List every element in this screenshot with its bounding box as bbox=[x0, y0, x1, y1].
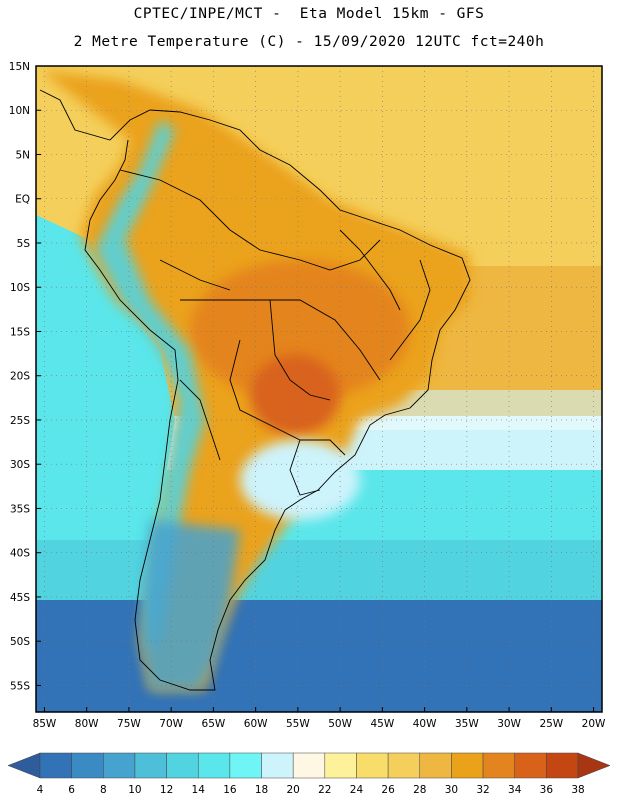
lat-tick-label: 35S bbox=[10, 503, 30, 515]
lon-tick-label: 50W bbox=[328, 718, 352, 730]
lat-tick-label: 30S bbox=[10, 459, 30, 471]
lat-tick-label: 5N bbox=[15, 149, 30, 161]
colorbar-label: 20 bbox=[286, 784, 299, 796]
lat-tick-label: 5S bbox=[17, 238, 31, 250]
colorbar-box bbox=[324, 752, 357, 779]
colorbar-box bbox=[482, 752, 515, 779]
colorbar-label: 4 bbox=[37, 784, 44, 796]
chart-title: CPTEC/INPE/MCT - Eta Model 15km - GFS bbox=[133, 6, 485, 22]
colorbar-label: 30 bbox=[445, 784, 458, 796]
lat-tick-label: 20S bbox=[10, 371, 30, 383]
colorbar-box bbox=[451, 752, 484, 779]
colorbar-label: 12 bbox=[160, 784, 173, 796]
lat-tick-label: 25S bbox=[10, 415, 30, 427]
lat-tick-label: 50S bbox=[10, 636, 30, 648]
colorbar-label: 28 bbox=[413, 784, 426, 796]
lon-tick-label: 55W bbox=[286, 718, 310, 730]
colorbar-under-arrow bbox=[7, 752, 41, 779]
field-southern-ocean bbox=[36, 600, 602, 712]
longitude-labels: 85W 80W 75W 70W 65W 60W 55W 50W 45W 40W 35W 30W 25W 2… bbox=[33, 707, 606, 730]
field-pacific-coast bbox=[36, 215, 175, 480]
lon-tick-label: 70W bbox=[159, 718, 183, 730]
lon-tick-label: 80W bbox=[75, 718, 99, 730]
colorbar-box bbox=[356, 752, 389, 779]
colorbar-label: 26 bbox=[381, 784, 395, 796]
lon-tick-label: 40W bbox=[413, 718, 437, 730]
lat-tick-label: 40S bbox=[10, 548, 30, 560]
colorbar-over-arrow bbox=[577, 752, 611, 779]
field-southern-brazil bbox=[240, 440, 360, 520]
colorbar-label: 38 bbox=[571, 784, 584, 796]
lon-tick-label: 30W bbox=[497, 718, 521, 730]
colorbar-box bbox=[261, 752, 294, 779]
colorbar-label: 18 bbox=[255, 784, 268, 796]
colorbar-box bbox=[292, 752, 326, 779]
colorbar-label: 22 bbox=[318, 784, 331, 796]
field-hot-core bbox=[250, 355, 340, 435]
lat-tick-label: EQ bbox=[15, 194, 30, 206]
lon-tick-label: 25W bbox=[539, 718, 563, 730]
colorbar-box bbox=[514, 752, 547, 779]
colorbar-box bbox=[71, 752, 104, 779]
lon-tick-label: 75W bbox=[117, 718, 141, 730]
lat-tick-label: 10S bbox=[10, 282, 30, 294]
colorbar-label: 24 bbox=[350, 784, 364, 796]
colorbar-box bbox=[419, 752, 452, 779]
lon-tick-label: 45W bbox=[370, 718, 394, 730]
colorbar-label: 32 bbox=[476, 784, 489, 796]
colorbar-label: 8 bbox=[100, 784, 107, 796]
lat-tick-label: 10N bbox=[9, 105, 30, 117]
field-ocean-40s bbox=[36, 540, 602, 600]
colorbar-box bbox=[229, 752, 262, 779]
colorbar-label: 6 bbox=[68, 784, 75, 796]
colorbar-box bbox=[134, 752, 167, 779]
lat-tick-label: 15N bbox=[9, 61, 30, 73]
lon-tick-label: 65W bbox=[202, 718, 226, 730]
chart-subtitle: 2 Metre Temperature (C) - 15/09/2020 12U… bbox=[73, 34, 545, 50]
colorbar-label: 10 bbox=[128, 784, 141, 796]
lon-tick-label: 20W bbox=[582, 718, 606, 730]
colorbar-box bbox=[103, 752, 136, 779]
field-patagonia bbox=[140, 520, 240, 690]
map-frame bbox=[35, 65, 603, 713]
lat-tick-label: 45S bbox=[10, 592, 30, 604]
colorbar-box bbox=[546, 752, 579, 779]
colorbar-box bbox=[166, 752, 199, 779]
field-central-brazil bbox=[190, 260, 410, 400]
latitude-labels: 15N 10N 5N EQ 5S 10S 15S 20S 25S 30S 35S 40S 45S 50S 5… bbox=[9, 61, 41, 692]
colorbar-label: 14 bbox=[192, 784, 206, 796]
lat-tick-label: 55S bbox=[10, 680, 30, 692]
coastline bbox=[39, 89, 471, 691]
lon-tick-label: 85W bbox=[33, 718, 57, 730]
colorbar-box bbox=[387, 752, 421, 779]
lon-tick-label: 35W bbox=[455, 718, 479, 730]
colorbar-label: 36 bbox=[540, 784, 554, 796]
colorbar-box bbox=[39, 752, 72, 779]
lat-tick-label: 15S bbox=[10, 326, 30, 338]
colorbar-label: 34 bbox=[508, 784, 522, 796]
lon-tick-label: 60W bbox=[244, 718, 268, 730]
colorbar-label: 16 bbox=[223, 784, 237, 796]
colorbar-box bbox=[197, 752, 231, 779]
field-andes bbox=[95, 120, 205, 650]
